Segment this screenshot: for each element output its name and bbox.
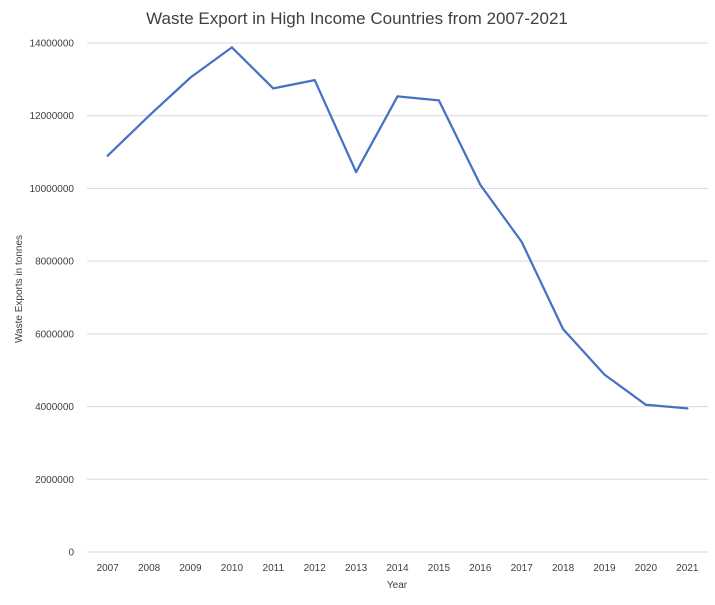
y-axis-label: Waste Exports in tonnes	[14, 235, 25, 343]
data-point-2007	[106, 154, 109, 157]
x-tick-label: 2015	[428, 563, 451, 574]
y-tick-label: 2000000	[35, 475, 74, 486]
data-point-2012	[313, 79, 316, 82]
series-layer	[106, 46, 689, 410]
y-tick-label: 6000000	[35, 329, 74, 340]
data-point-2021	[686, 407, 689, 410]
x-tick-label: 2017	[511, 563, 534, 574]
x-tick-label: 2012	[304, 563, 327, 574]
data-point-2016	[479, 183, 482, 186]
x-tick-label: 2009	[179, 563, 202, 574]
data-point-2011	[272, 87, 275, 90]
x-tick-label: 2018	[552, 563, 575, 574]
x-tick-label: 2020	[635, 563, 658, 574]
x-tick-label: 2019	[593, 563, 616, 574]
data-point-2015	[437, 99, 440, 102]
gridlines	[87, 42, 708, 553]
x-tick-label: 2014	[386, 563, 409, 574]
y-tick-label: 10000000	[30, 184, 75, 195]
y-tick-label: 12000000	[30, 111, 75, 122]
y-axis-ticks: 0 2000000 4000000 6000000 8000000 10000000 120…	[30, 39, 75, 559]
data-point-2018	[562, 328, 565, 331]
data-point-2010	[230, 46, 233, 49]
data-point-2014	[396, 95, 399, 98]
y-tick-label: 0	[68, 548, 74, 559]
data-point-2009	[189, 76, 192, 79]
data-point-2008	[148, 114, 151, 117]
y-tick-label: 14000000	[30, 39, 75, 50]
data-point-2017	[520, 240, 523, 243]
x-tick-label: 2021	[676, 563, 699, 574]
x-axis-label: Year	[387, 580, 408, 591]
chart-title: Waste Export in High Income Countries fr…	[146, 9, 568, 28]
x-tick-label: 2016	[469, 563, 492, 574]
x-tick-label: 2013	[345, 563, 368, 574]
data-point-2013	[355, 171, 358, 174]
x-axis-ticks: 2007 2008 2009 2010 2011 2012 2013 2014 2015 2016…	[97, 563, 699, 574]
x-tick-label: 2010	[221, 563, 244, 574]
series-line	[106, 46, 689, 410]
x-tick-label: 2011	[263, 563, 285, 574]
x-tick-label: 2007	[97, 563, 120, 574]
x-tick-label: 2008	[138, 563, 161, 574]
data-point-2020	[644, 403, 647, 406]
y-tick-label: 8000000	[35, 257, 74, 268]
data-point-2019	[603, 373, 606, 376]
y-tick-label: 4000000	[35, 402, 74, 413]
